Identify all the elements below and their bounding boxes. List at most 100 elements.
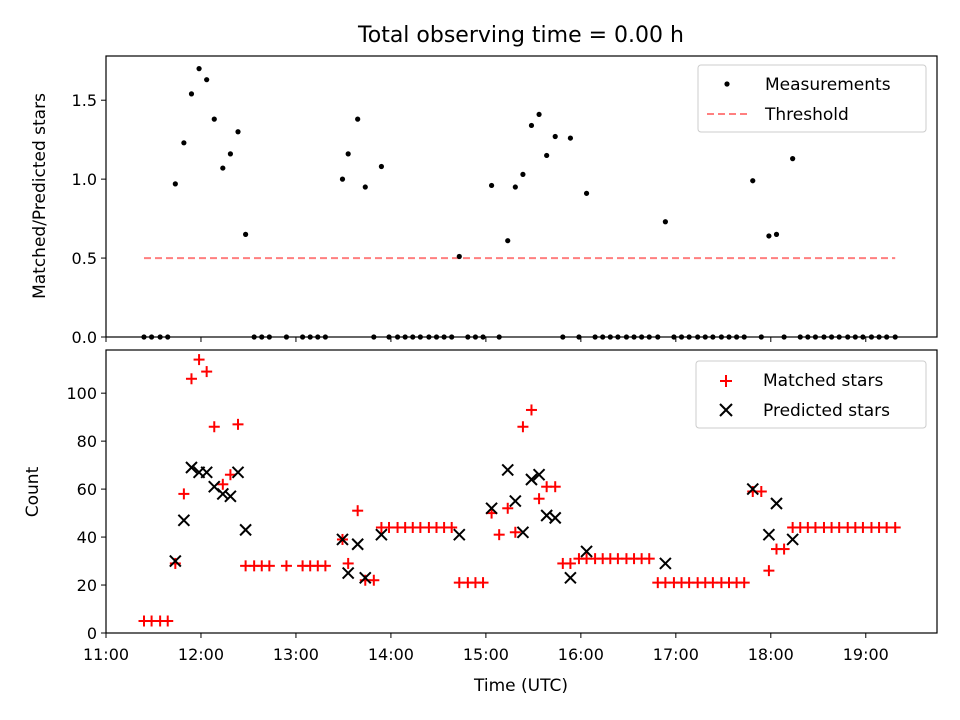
count-legend-box xyxy=(695,360,927,429)
matched-star-point xyxy=(217,478,229,490)
measurement-point xyxy=(220,165,226,171)
measurement-point xyxy=(567,135,574,141)
matched-star-point xyxy=(477,577,489,589)
predicted-star-point xyxy=(239,523,252,537)
predicted-star-point xyxy=(231,466,245,479)
measurement-point xyxy=(362,184,368,190)
count-panel: 0 20 40 60 80 100 11:00 12:00 13:00 14:00 15:00 16… xyxy=(23,349,938,696)
ratio-y-tick-label: 1.5 xyxy=(72,91,97,110)
ratio-plot-marks xyxy=(141,66,898,340)
matched-star-point xyxy=(208,421,220,433)
matched-star-point xyxy=(319,560,331,572)
ratio-y-axis-label: Matched/Predicted stars xyxy=(30,93,50,299)
predicted-star-point xyxy=(375,528,388,541)
measurement-point xyxy=(536,111,542,118)
matched-star-point xyxy=(564,557,576,569)
x-axis-label: Time (UTC) xyxy=(473,676,568,696)
legend-label-threshold: Threshold xyxy=(764,105,849,125)
measurement-point xyxy=(378,163,385,170)
legend-label-predicted-stars: Predicted stars xyxy=(763,401,890,421)
count-y-tick-label: 100 xyxy=(66,384,97,403)
predicted-star-point xyxy=(485,502,498,515)
count-x-axis: 11:00 12:00 13:00 14:00 15:00 16:00 17:00 18:00… xyxy=(83,633,889,664)
measurement-point xyxy=(172,181,178,187)
matched-star-point xyxy=(889,521,901,533)
predicted-star-point xyxy=(177,514,191,527)
count-y-tick-label: 80 xyxy=(77,432,97,451)
count-y-axis: 0 20 40 60 80 100 xyxy=(66,384,106,643)
ratio-x-axis xyxy=(105,337,867,342)
count-plot-marks xyxy=(138,354,901,627)
measurement-point xyxy=(662,219,668,225)
matched-star-point xyxy=(162,615,174,627)
ratio-y-tick-label: 1.0 xyxy=(72,170,97,189)
measurement-point xyxy=(181,140,187,146)
measurement-point xyxy=(456,253,462,260)
measurement-point xyxy=(243,231,249,237)
predicted-star-point xyxy=(359,571,372,585)
measurement-point xyxy=(552,133,558,140)
predicted-star-point xyxy=(525,473,538,486)
matched-star-point xyxy=(763,565,775,577)
predicted-star-point xyxy=(762,528,776,541)
matched-star-point xyxy=(755,486,767,497)
legend-label-matched-stars: Matched stars xyxy=(763,371,883,391)
measurement-point xyxy=(790,156,796,162)
count-x-tick-label: 12:00 xyxy=(178,645,224,664)
legend-plus-marker xyxy=(720,375,732,387)
predicted-star-point xyxy=(532,468,546,481)
predicted-star-point xyxy=(509,494,522,508)
count-y-tick-label: 0 xyxy=(87,624,97,643)
predicted-star-point xyxy=(341,566,355,580)
legend-label-measurements: Measurements xyxy=(765,75,891,95)
count-plot-frame xyxy=(105,349,938,634)
count-x-tick-label: 18:00 xyxy=(748,645,794,664)
matched-star-point xyxy=(533,493,545,505)
predicted-star-point xyxy=(746,482,759,496)
predicted-star-point xyxy=(185,461,198,474)
matched-star-point xyxy=(193,354,205,366)
matched-star-point xyxy=(201,366,213,378)
matched-star-point xyxy=(446,521,458,533)
count-x-tick-label: 16:00 xyxy=(558,645,604,664)
matched-star-point xyxy=(549,481,561,493)
measurement-point xyxy=(750,178,756,184)
matched-star-point xyxy=(738,577,750,589)
count-x-tick-label: 13:00 xyxy=(273,645,319,664)
ratio-y-axis: 0.0 0.5 1.0 1.5 xyxy=(72,91,106,347)
matched-star-point xyxy=(178,488,190,500)
matched-star-point xyxy=(643,553,655,565)
measurement-point xyxy=(204,77,210,83)
count-x-tick-label: 19:00 xyxy=(843,645,889,664)
matched-star-point xyxy=(509,526,521,538)
ratio-y-tick-label: 0.0 xyxy=(72,328,97,347)
matched-star-point xyxy=(525,404,537,416)
measurement-point xyxy=(583,190,590,196)
measurement-point xyxy=(488,182,495,189)
count-y-axis-label: Count xyxy=(23,466,43,517)
count-y-tick-label: 20 xyxy=(77,576,97,595)
count-x-tick-label: 17:00 xyxy=(653,645,699,664)
ratio-plot-frame xyxy=(105,55,938,338)
figure-title: Total observing time = 0.00 h xyxy=(357,23,684,48)
measurement-point xyxy=(235,129,241,135)
count-y-tick-label: 60 xyxy=(77,480,97,499)
predicted-star-point xyxy=(564,571,577,585)
matched-star-point xyxy=(368,574,380,586)
predicted-star-point xyxy=(224,490,237,503)
measurement-point xyxy=(544,152,550,159)
matched-star-point xyxy=(232,418,244,430)
measurement-point xyxy=(188,91,195,97)
matched-star-point xyxy=(502,502,514,514)
predicted-star-point xyxy=(169,554,182,568)
predicted-star-point xyxy=(580,545,593,558)
predicted-star-point xyxy=(200,466,213,479)
predicted-star-point xyxy=(216,487,230,501)
ratio-panel: 0.0 0.5 1.0 1.5 Matched/Predicted stars Mea… xyxy=(30,55,938,347)
measurement-point xyxy=(227,151,234,157)
count-y-tick-label: 40 xyxy=(77,528,97,547)
predicted-star-point xyxy=(770,497,783,510)
matched-star-point xyxy=(185,373,197,385)
matched-star-point xyxy=(778,543,790,555)
